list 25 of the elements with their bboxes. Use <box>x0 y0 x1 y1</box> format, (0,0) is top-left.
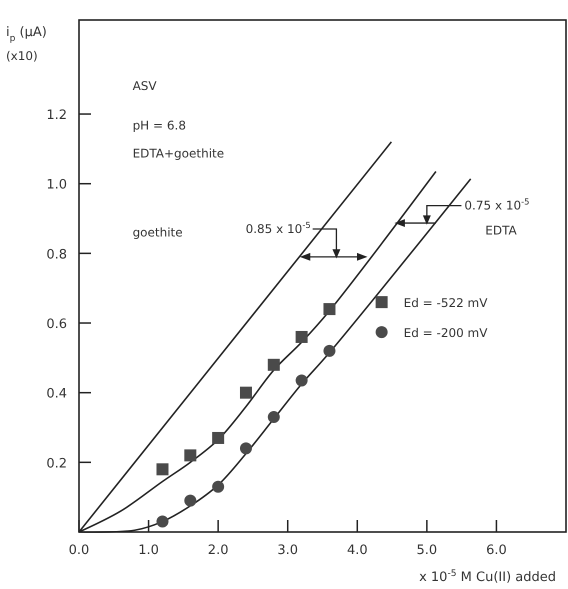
x-tick-label: 4.0 <box>346 543 368 558</box>
annotation: pH = 6.8 <box>132 118 186 133</box>
annotation: EDTA <box>485 224 518 238</box>
text: (x10) <box>6 49 38 63</box>
y-tick-label: 0.4 <box>46 386 67 402</box>
annotation: EDTA+goethite <box>132 146 224 161</box>
y-tick-label: 1.0 <box>46 178 67 193</box>
annotation: ASV <box>132 79 158 94</box>
x-tick-label: 0.0 <box>68 543 90 558</box>
y-tick-label: 0.2 <box>46 456 67 472</box>
annotation: 0.85 x 10$^{-5}$ <box>246 220 311 236</box>
x-tick-label: 1.0 <box>138 543 159 558</box>
y-tick-label: 1.2 <box>46 108 67 124</box>
legend-label: Ed = -200 mV <box>404 326 488 340</box>
legend-label: Ed = -522 mV <box>404 296 488 310</box>
x-tick-label: 3.0 <box>277 543 298 558</box>
x-tick-label: 6.0 <box>486 543 507 558</box>
annotation: goethite <box>132 225 183 240</box>
annotation: 0.75 x 10$^{-5}$ <box>464 196 530 213</box>
x-axis-title: x 10$^{-5}$ M Cu(II) added <box>419 569 556 585</box>
y-axis-title: i$_{p}$ (μA) <box>6 25 47 44</box>
y-tick-label: 0.6 <box>46 317 67 332</box>
x-tick-label: 5.0 <box>416 543 438 558</box>
x-tick-label: 2.0 <box>208 543 228 558</box>
y-tick-label: 0.8 <box>46 247 67 262</box>
